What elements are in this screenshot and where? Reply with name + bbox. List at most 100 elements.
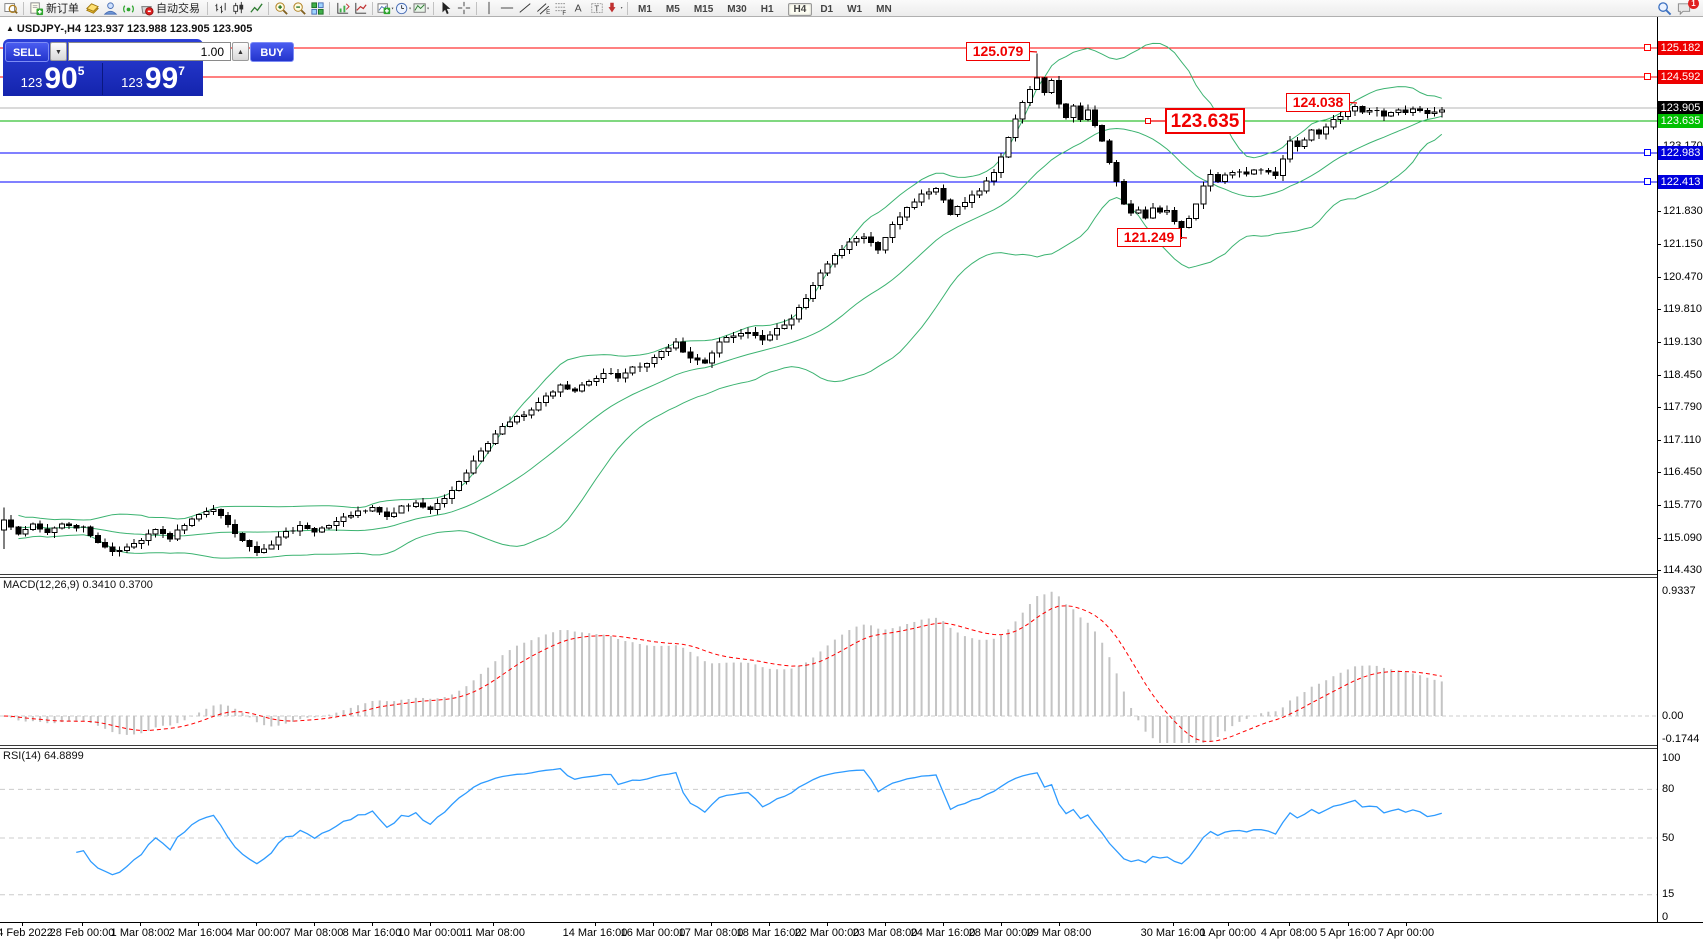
time-axis-tick	[140, 923, 141, 926]
collapse-icon[interactable]: ▲	[6, 24, 14, 33]
price-axis-tick: 121.150	[1663, 238, 1703, 250]
time-axis-label: 28 Feb 00:00	[49, 927, 115, 939]
price-callout-125.079[interactable]: 125.079	[966, 42, 1030, 61]
autotrading-icon[interactable]	[137, 1, 155, 16]
tile-windows-icon[interactable]	[308, 1, 326, 16]
callout-anchor-marker	[1145, 118, 1151, 124]
candlestick-chart-icon[interactable]	[229, 1, 247, 16]
time-axis-label: 1 Apr 00:00	[1199, 927, 1257, 939]
arrows-icon[interactable]	[606, 1, 624, 16]
chart-title-text: USDJPY-,H4 123.937 123.988 123.905 123.9…	[16, 23, 253, 35]
price-axis-tick: 115.770	[1663, 499, 1702, 511]
price-axis-tick-mark	[1657, 472, 1661, 473]
charts-icon[interactable]	[2, 1, 20, 16]
volume-increase-button[interactable]: ▲	[232, 42, 249, 61]
line-handle[interactable]	[1644, 178, 1651, 185]
line-chart-icon[interactable]	[247, 1, 265, 16]
macd-axis-label: 0.00	[1662, 710, 1684, 722]
svg-text:A: A	[575, 3, 582, 15]
chart-title: ▲ USDJPY-,H4 123.937 123.988 123.905 123.…	[6, 23, 252, 35]
price-axis-tick-mark	[1657, 277, 1661, 278]
panel-separator[interactable]	[0, 745, 1658, 749]
time-axis-tick	[711, 923, 712, 926]
time-axis-label: 22 Mar 00:00	[794, 927, 860, 939]
time-axis-label: 30 Mar 16:00	[1140, 927, 1206, 939]
buy-price[interactable]: 123 99 7	[103, 63, 203, 95]
line-handle[interactable]	[1644, 73, 1651, 80]
timeframe-button-M1[interactable]: M1	[638, 4, 652, 15]
cursor-icon[interactable]	[437, 1, 455, 16]
time-axis-label: 5 Apr 16:00	[1319, 927, 1377, 939]
sell-price-big: 90	[44, 62, 78, 95]
zoom-out-icon[interactable]	[290, 1, 308, 16]
rsi-panel[interactable]	[0, 749, 1657, 922]
rsi-axis-label: 15	[1662, 888, 1675, 900]
equidistant-channel-icon[interactable]: E	[534, 1, 552, 16]
bar-chart-icon[interactable]	[211, 1, 229, 16]
timeframe-button-H1[interactable]: H1	[760, 4, 774, 15]
text-label-icon[interactable]: T	[588, 1, 606, 16]
template-icon[interactable]	[412, 1, 430, 16]
rsi-label: RSI(14) 64.8899	[3, 750, 84, 762]
text-icon[interactable]: A	[570, 1, 588, 16]
vertical-line-icon[interactable]	[480, 1, 498, 16]
time-axis-label: 23 Mar 08:00	[852, 927, 918, 939]
price-callout-121.249[interactable]: 121.249	[1117, 228, 1181, 247]
price-callout-123.635[interactable]: 123.635	[1165, 108, 1245, 134]
timeframe-button-M5[interactable]: M5	[665, 4, 680, 15]
bollinger-lower-band	[18, 133, 1443, 559]
timeframe-button-H4[interactable]: H4	[787, 3, 813, 16]
deposit-icon[interactable]	[83, 1, 101, 16]
fibonacci-icon[interactable]: F	[552, 1, 570, 16]
search-icon[interactable]	[1655, 1, 1673, 16]
time-axis-label: 8 Mar 16:00	[342, 927, 402, 939]
autotrading-label[interactable]: 自动交易	[156, 3, 200, 15]
indicator-window-icon[interactable]	[333, 1, 351, 16]
volume-decrease-button[interactable]: ▼	[50, 42, 67, 61]
price-axis-tick-mark	[1657, 407, 1661, 408]
price-axis-tick: 117.110	[1663, 434, 1702, 446]
profile-icon[interactable]	[101, 1, 119, 16]
horizontal-line-icon[interactable]	[498, 1, 516, 16]
timeframe-button-M30[interactable]: M30	[727, 4, 747, 15]
main-toolbar: 新订单 自动交易 E F A T M1 M5 M15 M30 H1 H4 D1 W1 M	[0, 0, 1703, 17]
crosshair-icon[interactable]	[455, 1, 473, 16]
price-callout-124.038[interactable]: 124.038	[1286, 93, 1350, 112]
line-handle[interactable]	[1644, 44, 1651, 51]
time-axis-tick	[256, 923, 257, 926]
trendline-icon[interactable]	[516, 1, 534, 16]
indicator-list-icon[interactable]	[351, 1, 369, 16]
period-clock-icon[interactable]	[394, 1, 412, 16]
sell-price[interactable]: 123 90 5	[3, 63, 103, 95]
macd-panel[interactable]	[0, 578, 1657, 745]
time-axis-label: 4 Apr 08:00	[1260, 927, 1318, 939]
zoom-in-icon[interactable]	[272, 1, 290, 16]
time-axis-tick	[430, 923, 431, 926]
price-axis-tag-123.905: 123.905	[1658, 101, 1703, 115]
new-order-label[interactable]: 新订单	[46, 3, 79, 15]
price-chart-panel[interactable]	[0, 17, 1657, 574]
panel-separator[interactable]	[0, 574, 1658, 578]
new-order-icon[interactable]	[27, 1, 45, 16]
price-axis	[1658, 17, 1703, 922]
volume-input[interactable]	[68, 42, 231, 61]
notifications-icon[interactable]: 1	[1673, 0, 1699, 16]
buy-button[interactable]: BUY	[250, 41, 294, 62]
price-axis-tick: 121.830	[1663, 205, 1703, 217]
price-axis-tick: 118.450	[1663, 369, 1702, 381]
time-axis-label: 1 Mar 08:00	[110, 927, 170, 939]
time-axis-label: 7 Mar 08:00	[284, 927, 344, 939]
add-indicator-icon[interactable]	[376, 1, 394, 16]
signals-icon[interactable]	[119, 1, 137, 16]
time-axis-tick	[198, 923, 199, 926]
sell-button[interactable]: SELL	[5, 41, 49, 62]
sell-price-sup: 5	[77, 64, 85, 78]
timeframe-button-W1[interactable]: W1	[847, 4, 863, 15]
price-axis-tick-mark	[1657, 440, 1661, 441]
timeframe-button-MN[interactable]: MN	[876, 4, 892, 15]
line-handle[interactable]	[1644, 149, 1651, 156]
timeframe-button-D1[interactable]: D1	[820, 4, 834, 15]
timeframe-button-M15[interactable]: M15	[693, 4, 714, 15]
